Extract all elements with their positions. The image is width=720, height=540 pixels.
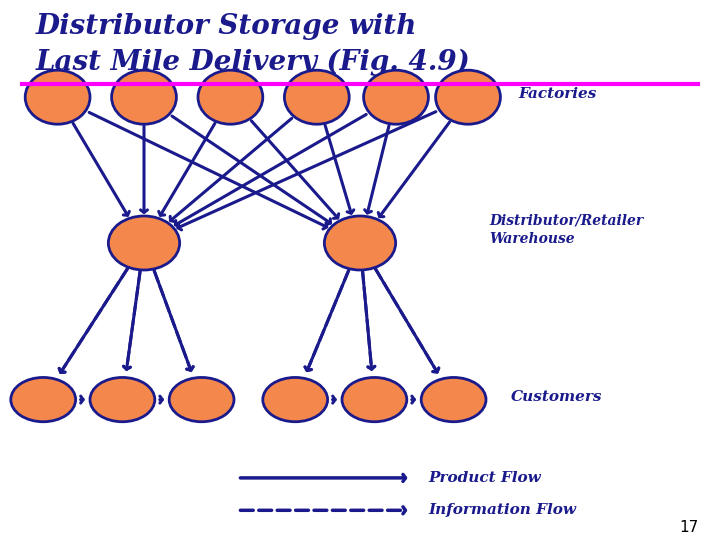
Ellipse shape [342,377,407,422]
Ellipse shape [25,70,90,124]
Ellipse shape [263,377,328,422]
Ellipse shape [364,70,428,124]
Ellipse shape [324,216,396,270]
Ellipse shape [108,216,180,270]
Text: 17: 17 [679,519,698,535]
Text: Information Flow: Information Flow [428,503,577,517]
Text: Distributor Storage with: Distributor Storage with [36,14,418,40]
Ellipse shape [169,377,234,422]
Text: Customers: Customers [511,390,603,404]
Text: Last Mile Delivery (Fig. 4.9): Last Mile Delivery (Fig. 4.9) [36,49,471,76]
Text: Distributor/Retailer
Warehouse: Distributor/Retailer Warehouse [490,213,644,246]
Ellipse shape [284,70,349,124]
Ellipse shape [90,377,155,422]
Text: Product Flow: Product Flow [428,471,541,485]
Ellipse shape [436,70,500,124]
Text: Factories: Factories [518,87,597,102]
Ellipse shape [112,70,176,124]
Ellipse shape [421,377,486,422]
Ellipse shape [11,377,76,422]
Ellipse shape [198,70,263,124]
